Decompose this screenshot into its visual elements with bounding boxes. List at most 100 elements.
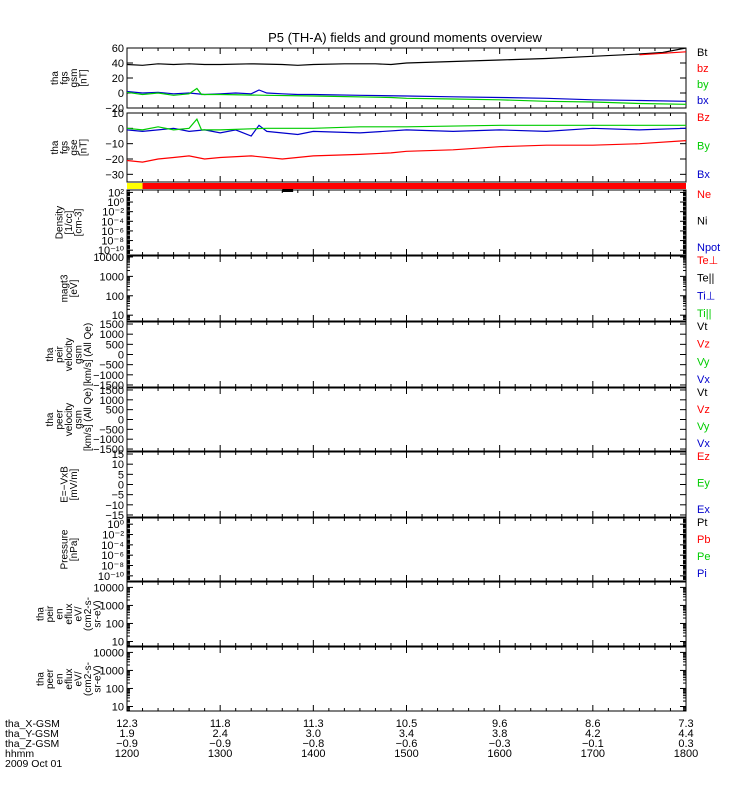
y-axis-label: E=−VxB[mV/m] <box>59 466 80 503</box>
y-tick-label: 10 <box>112 459 124 471</box>
bottom-tick-value: 1700 <box>581 748 605 760</box>
y-axis-label-line: [1/cc] <box>64 210 75 234</box>
panel-peir-velocity: 150010005000−500−1000−1500thapeirvelocit… <box>45 319 710 392</box>
y-tick-label: 1000 <box>100 395 124 407</box>
legend-entry: Te⊥ <box>697 255 718 267</box>
legend-entry: Ez <box>697 451 710 463</box>
panel-frame <box>126 517 687 582</box>
series-line-bz <box>639 48 686 56</box>
bottom-tick-value: 11.3 <box>303 718 324 730</box>
y-tick-label: −20 <box>105 103 124 115</box>
y-tick-label: −500 <box>99 360 124 372</box>
y-tick-label: 10000 <box>93 647 124 659</box>
y-axis-label-line: peir <box>55 345 66 362</box>
y-tick-label: 10⁻² <box>102 530 124 542</box>
y-tick-label: −1500 <box>93 444 124 456</box>
y-axis-label-line: eV/ <box>74 671 85 686</box>
y-axis-label-line: tha <box>50 71 61 85</box>
y-axis-label-line: eflux <box>64 603 75 624</box>
y-tick-label: −5 <box>111 490 124 502</box>
legend-entry: Vt <box>697 321 707 333</box>
y-axis-label: magt3[eV] <box>59 274 80 302</box>
y-tick-label: −10 <box>105 500 124 512</box>
y-axis-label-line: peer <box>45 668 56 689</box>
y-axis-label-line: [cm-3] <box>74 208 85 236</box>
y-axis-label-line: gsm <box>74 345 85 364</box>
bottom-tick-value: 7.3 <box>678 718 693 730</box>
y-axis-label-line: tha <box>36 672 47 686</box>
legend-entry: Vy <box>697 356 710 368</box>
bottom-row-label: 2009 Oct 01 <box>5 758 62 770</box>
y-axis-label-line: E=−VxB <box>59 466 70 503</box>
panel-temperature: 10000 1000 100 10 magt3[eV] Te⊥ Te|| Ti⊥ Ti|| <box>59 252 718 322</box>
y-tick-label: 10⁻⁶ <box>101 550 124 562</box>
y-axis-label: Pressure[nPa] <box>59 529 80 569</box>
legend-entry: Pi <box>697 568 707 580</box>
y-axis-label-line: en <box>55 673 66 684</box>
panels-group: 6040200−20thafgsgsm[nT]Btbzbybx100−10−20… <box>36 43 721 713</box>
y-tick-label: 10 <box>112 636 124 648</box>
series-line-By <box>127 117 686 131</box>
legend-entry: Ti|| <box>697 308 711 320</box>
y-tick-label: 0 <box>118 88 124 100</box>
bottom-tick-value: 9.6 <box>492 718 507 730</box>
y-tick-label: 0 <box>118 350 124 362</box>
legend-entry: Pt <box>697 517 707 529</box>
series-line-Bz <box>127 140 686 163</box>
legend-entry: By <box>697 141 710 153</box>
panel-frame <box>126 321 687 388</box>
panel-frame <box>126 387 687 452</box>
panel-peer-velocity: 150010005000−500−1000−1500thapeervelocit… <box>45 385 710 456</box>
series-line-bx <box>127 89 686 102</box>
y-axis-label-line: Pressure <box>59 529 70 569</box>
bottom-tick-value: 0.3 <box>678 738 693 750</box>
y-tick-label: 10000 <box>93 252 124 264</box>
mode-bar-segment <box>127 183 143 189</box>
bottom-tick-value: 1.9 <box>119 728 134 740</box>
y-axis-label-line: en <box>55 608 66 619</box>
y-tick-label: 10⁻⁴ <box>101 216 124 228</box>
legend-entry: Pe <box>697 551 710 563</box>
legend-entry: Vy <box>697 421 710 433</box>
y-axis-label-line: [km/s] (All Qe) <box>83 323 94 386</box>
legend-entry: Bz <box>697 112 710 124</box>
y-tick-label: 100 <box>106 618 124 630</box>
y-tick-label: −1000 <box>93 434 124 446</box>
legend-entry: Vz <box>697 404 710 416</box>
y-axis-label-line: eflux <box>64 668 75 689</box>
series-line-by <box>127 87 686 105</box>
y-axis-label-line: tha <box>45 347 56 361</box>
bottom-tick-value: 3.8 <box>492 728 507 740</box>
panel-peer-eflux: 10000 1000 100 10 thapeerenefluxeV/(cm2-s-sr… <box>36 646 687 713</box>
y-tick-label: 10⁰ <box>107 519 124 531</box>
bottom-tick-value: 1600 <box>487 748 511 760</box>
legend-entry: by <box>697 79 709 91</box>
y-tick-label: 100 <box>106 683 124 695</box>
y-axis-label-line: (cm2-s- <box>83 597 94 631</box>
legend-entry: Ni <box>697 216 707 228</box>
y-tick-label: −1500 <box>93 380 124 392</box>
y-axis-label-line: [nT] <box>78 69 89 86</box>
panel-frame <box>126 646 687 712</box>
y-tick-label: 500 <box>106 405 124 417</box>
y-tick-label: 15 <box>112 449 124 461</box>
y-tick-label: 60 <box>112 43 124 55</box>
y-tick-label: 5 <box>118 469 124 481</box>
y-tick-label: 10⁻⁸ <box>101 236 124 248</box>
bottom-tick-value: 11.8 <box>210 718 231 730</box>
legend-entry: Ti⊥ <box>697 290 715 302</box>
y-axis-label-line: tha <box>45 412 56 426</box>
y-axis-label: Density[1/cc][cm-3] <box>55 206 85 239</box>
bottom-tick-value: 3.4 <box>399 728 414 740</box>
panel-frame <box>126 581 687 647</box>
y-axis-label-line: peer <box>55 409 66 430</box>
bottom-tick-value: 4.4 <box>678 728 693 740</box>
mode-bar-segment <box>142 183 686 189</box>
legend-entry: Ne <box>697 189 711 201</box>
